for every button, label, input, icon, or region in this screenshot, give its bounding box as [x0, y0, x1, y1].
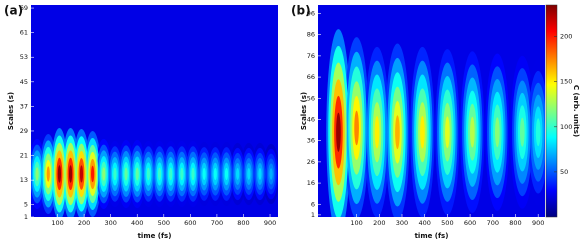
intensity-peak	[135, 167, 139, 181]
intensity-peak	[91, 165, 95, 183]
y-tick-label: 76	[307, 52, 315, 60]
x-tick-label: 200	[373, 219, 385, 227]
y-tick-label: 69	[20, 4, 28, 12]
intensity-peak	[124, 167, 128, 181]
intensity-peak	[79, 165, 84, 183]
x-tick-label: 900	[532, 219, 544, 227]
x-axis-label: time (fs)	[415, 232, 449, 240]
intensity-peak	[236, 168, 240, 180]
colorbar-tick-label: 100	[560, 123, 572, 131]
intensity-peak	[169, 167, 173, 181]
y-tick-label: 66	[307, 73, 315, 81]
y-tick-label: 61	[20, 29, 28, 37]
x-tick-label: 100	[350, 219, 362, 227]
intensity-peak	[354, 110, 359, 146]
x-tick-label: 700	[487, 219, 499, 227]
y-tick-label: 6	[311, 200, 315, 208]
colorbar	[545, 4, 558, 218]
y-tick-label: 53	[20, 53, 28, 61]
x-tick-label: 500	[158, 219, 170, 227]
intensity-peak	[374, 115, 380, 149]
colorbar-tick-label: 200	[560, 33, 572, 41]
y-tick-label: 46	[307, 115, 315, 123]
x-tick-label: 500	[441, 219, 453, 227]
intensity-peak	[535, 118, 541, 147]
y-tick-label: 16	[307, 179, 315, 187]
intensity-peak	[224, 167, 229, 181]
colorbar-tick-label: 50	[560, 168, 568, 176]
intensity-peak	[247, 168, 251, 180]
y-tick-label: 5	[24, 201, 28, 209]
y-tick-label: 96	[307, 9, 315, 17]
intensity-peak	[213, 167, 217, 181]
y-axis-label: Scales (s)	[7, 92, 15, 130]
y-tick-label: 29	[20, 127, 28, 135]
intensity-peak	[157, 167, 162, 181]
intensity-peak	[420, 115, 425, 149]
x-tick-label: 300	[104, 219, 116, 227]
panel-label: (b)	[291, 4, 311, 18]
intensity-peak	[445, 116, 450, 149]
x-tick-label: 600	[184, 219, 196, 227]
intensity-peak	[269, 168, 273, 180]
intensity-peak	[35, 167, 39, 181]
y-tick-label: 36	[307, 137, 315, 145]
y-axis-label: Scales (s)	[300, 92, 308, 130]
x-axis-label: time (fs)	[138, 232, 172, 240]
x-tick-label: 800	[237, 219, 249, 227]
y-tick-label: 1	[311, 211, 315, 219]
y-tick-label: 37	[20, 102, 28, 110]
x-tick-label: 600	[464, 219, 476, 227]
y-tick-label: 21	[20, 152, 28, 160]
intensity-peak	[395, 115, 400, 150]
panel-label: (a)	[4, 4, 23, 18]
intensity-peak	[180, 167, 184, 181]
y-tick-label: 13	[20, 176, 28, 184]
x-tick-label: 200	[78, 219, 90, 227]
y-tick-label: 26	[307, 158, 315, 166]
intensity-peak	[258, 168, 262, 180]
y-tick-label: 1	[24, 213, 28, 221]
intensity-peak	[191, 167, 195, 181]
intensity-peak	[495, 117, 500, 148]
intensity-peak	[470, 116, 475, 148]
y-tick-label: 56	[307, 94, 315, 102]
intensity-peak	[57, 165, 62, 183]
x-tick-label: 100	[51, 219, 63, 227]
x-tick-label: 900	[264, 219, 276, 227]
x-tick-label: 700	[211, 219, 223, 227]
y-tick-label: 86	[307, 31, 315, 39]
colorbar-label: C (arb. units)	[572, 85, 580, 137]
x-tick-label: 400	[131, 219, 143, 227]
x-tick-label: 300	[396, 219, 408, 227]
heatmap-cells	[31, 128, 278, 217]
y-tick-label: 45	[20, 78, 28, 86]
colorbar-tick-label: 150	[560, 78, 572, 86]
intensity-peak	[113, 167, 117, 181]
x-tick-label: 400	[418, 219, 430, 227]
intensity-peak	[519, 117, 525, 147]
intensity-peak	[146, 167, 150, 181]
intensity-peak	[68, 165, 73, 183]
heatmap-cells	[326, 29, 545, 217]
intensity-peak	[46, 166, 50, 182]
x-tick-label: 800	[509, 219, 521, 227]
intensity-peak	[336, 112, 341, 152]
intensity-peak	[202, 167, 206, 181]
intensity-peak	[102, 167, 106, 181]
